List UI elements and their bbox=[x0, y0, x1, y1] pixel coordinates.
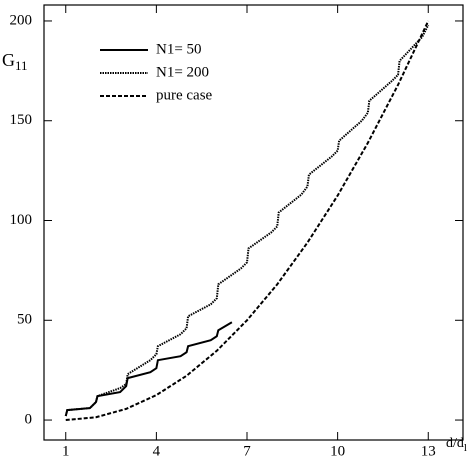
legend-label: N1= 200 bbox=[156, 64, 209, 80]
x-label-sub: l bbox=[464, 442, 467, 454]
x-tick-label: 13 bbox=[421, 443, 436, 457]
legend-label: pure case bbox=[156, 87, 213, 103]
data-line bbox=[64, 24, 430, 417]
y-tick-label: 0 bbox=[25, 411, 33, 427]
x-tick-label: 4 bbox=[153, 443, 161, 457]
y-label-sub: 11 bbox=[15, 58, 28, 73]
plot-frame bbox=[43, 4, 464, 441]
x-axis-label: d/dl bbox=[446, 436, 467, 453]
x-tick-label: 7 bbox=[243, 443, 251, 457]
y-label-main: G bbox=[2, 50, 15, 70]
x-tick-label: 1 bbox=[62, 443, 70, 457]
data-line bbox=[64, 321, 233, 417]
data-line bbox=[65, 20, 430, 422]
x-label-main: d/d bbox=[446, 436, 464, 451]
y-tick-label: 200 bbox=[10, 12, 33, 28]
legend-label: N1= 50 bbox=[156, 41, 202, 57]
x-tick-label: 10 bbox=[330, 443, 345, 457]
y-tick-label: 50 bbox=[17, 312, 32, 328]
y-tick-label: 100 bbox=[10, 212, 33, 228]
y-tick-label: 150 bbox=[10, 112, 33, 128]
y-axis-label: G11 bbox=[2, 50, 28, 73]
